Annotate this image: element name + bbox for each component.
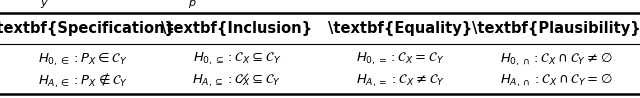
Text: $H_{A,\cap}: \mathcal{C}_X \cap \mathcal{C}_Y = \emptyset$: $H_{A,\cap}: \mathcal{C}_X \cap \mathcal…	[500, 72, 613, 89]
Text: $H_{0,\cap}: \mathcal{C}_X \cap \mathcal{C}_Y \neq \emptyset$: $H_{0,\cap}: \mathcal{C}_X \cap \mathcal…	[500, 50, 613, 68]
Text: \textbf{Equality}: \textbf{Equality}	[328, 21, 472, 36]
Text: \textbf{Plausibility}: \textbf{Plausibility}	[472, 21, 640, 36]
Text: $H_{A,\subseteq}: \mathcal{C}_X \not\subseteq \mathcal{C}_Y$: $H_{A,\subseteq}: \mathcal{C}_X \not\sub…	[192, 72, 282, 89]
Text: $y$: $y$	[40, 0, 49, 10]
Text: $H_{0,\subseteq}: \mathcal{C}_X \subseteq \mathcal{C}_Y$: $H_{0,\subseteq}: \mathcal{C}_X \subsete…	[193, 51, 281, 67]
Text: $H_{0,\in}: P_X \in \mathcal{C}_Y$: $H_{0,\in}: P_X \in \mathcal{C}_Y$	[38, 50, 128, 68]
Text: $H_{A,=}: \mathcal{C}_X \neq \mathcal{C}_Y$: $H_{A,=}: \mathcal{C}_X \neq \mathcal{C}…	[355, 72, 445, 89]
Text: \textbf{Specification}: \textbf{Specification}	[0, 21, 175, 36]
Text: \textbf{Inclusion}: \textbf{Inclusion}	[161, 21, 312, 36]
Text: $H_{A,\in}: P_X \notin \mathcal{C}_Y$: $H_{A,\in}: P_X \notin \mathcal{C}_Y$	[38, 71, 128, 90]
Text: $p$: $p$	[188, 0, 196, 10]
Text: $H_{0,=}: \mathcal{C}_X = \mathcal{C}_Y$: $H_{0,=}: \mathcal{C}_X = \mathcal{C}_Y$	[356, 51, 444, 67]
